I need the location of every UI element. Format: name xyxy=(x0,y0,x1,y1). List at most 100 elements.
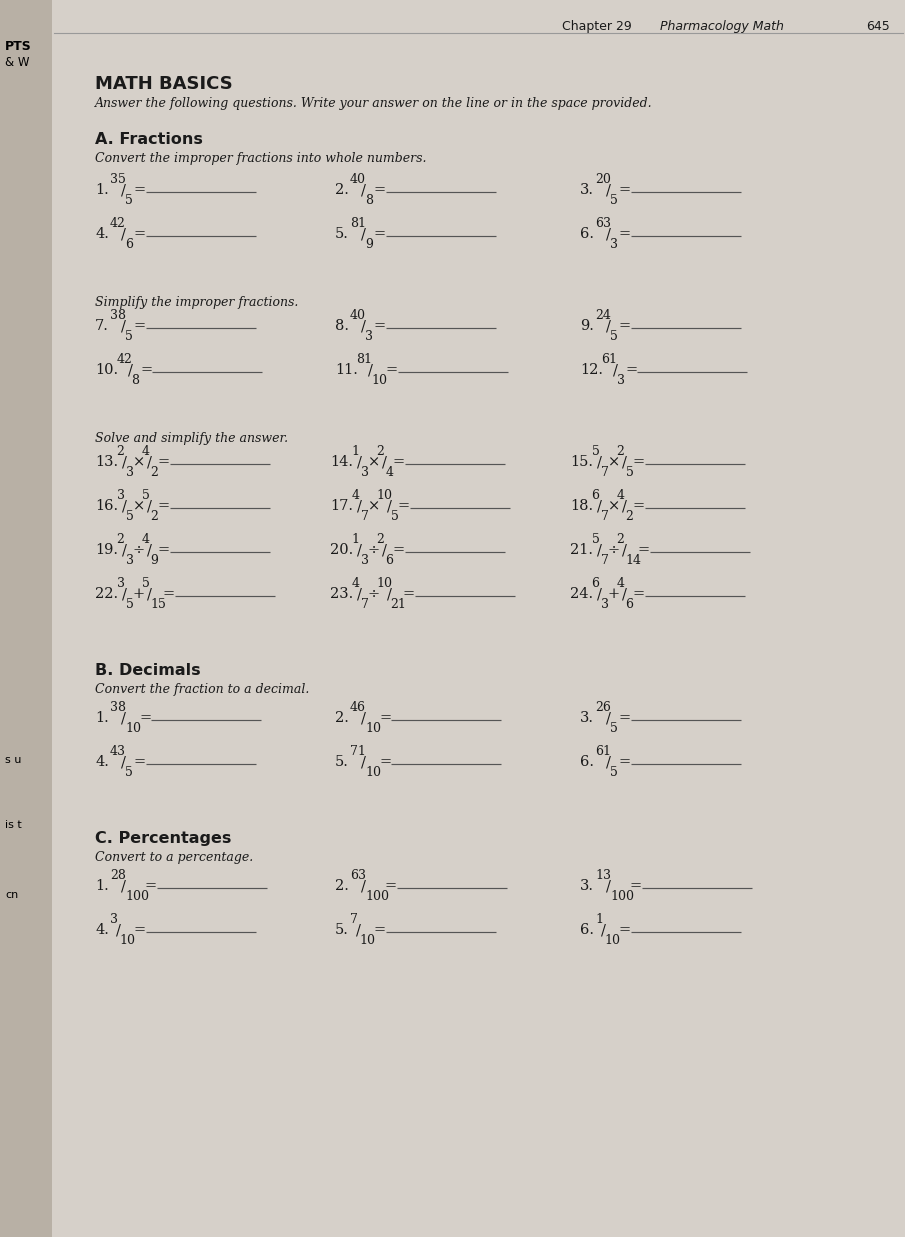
Text: 10: 10 xyxy=(119,934,136,948)
Text: MATH BASICS: MATH BASICS xyxy=(95,75,233,93)
Text: 6: 6 xyxy=(592,576,599,590)
Text: /: / xyxy=(386,499,391,513)
Text: 4: 4 xyxy=(141,533,149,546)
Text: is t: is t xyxy=(5,820,22,830)
Text: 28: 28 xyxy=(110,870,126,882)
Text: 2: 2 xyxy=(117,533,124,546)
Text: /: / xyxy=(361,228,366,241)
Text: 20.: 20. xyxy=(330,543,353,557)
Text: 46: 46 xyxy=(350,701,366,714)
Text: =: = xyxy=(618,711,631,725)
Text: /: / xyxy=(147,455,151,469)
Text: 5: 5 xyxy=(610,194,618,207)
Text: C. Percentages: C. Percentages xyxy=(95,831,232,846)
FancyBboxPatch shape xyxy=(0,0,52,1237)
Text: Answer the following questions. Write your answer on the line or in the space pr: Answer the following questions. Write yo… xyxy=(95,96,653,110)
Text: =: = xyxy=(633,588,644,601)
Text: 645: 645 xyxy=(866,20,890,33)
Text: /: / xyxy=(121,711,126,725)
Text: 2: 2 xyxy=(117,445,124,458)
Text: 3.: 3. xyxy=(580,183,594,197)
Text: Convert the fraction to a decimal.: Convert the fraction to a decimal. xyxy=(95,683,310,696)
Text: 2.: 2. xyxy=(335,880,348,893)
Text: =: = xyxy=(140,362,152,377)
Text: =: = xyxy=(618,228,631,241)
Text: 42: 42 xyxy=(117,353,132,366)
Text: =: = xyxy=(139,711,151,725)
Text: =: = xyxy=(618,319,631,333)
Text: 1: 1 xyxy=(351,533,359,546)
Text: 2.: 2. xyxy=(335,711,348,725)
Text: 38: 38 xyxy=(110,701,126,714)
Text: 5: 5 xyxy=(141,489,149,502)
Text: 21: 21 xyxy=(390,597,406,611)
Text: 26: 26 xyxy=(595,701,611,714)
Text: /: / xyxy=(367,362,372,377)
Text: B. Decimals: B. Decimals xyxy=(95,663,201,678)
Text: =: = xyxy=(403,588,414,601)
Text: 4: 4 xyxy=(616,576,624,590)
Text: 71: 71 xyxy=(350,745,366,758)
Text: 63: 63 xyxy=(350,870,366,882)
Text: 61: 61 xyxy=(595,745,611,758)
Text: 5: 5 xyxy=(141,576,149,590)
Text: 10: 10 xyxy=(605,934,621,948)
Text: 5: 5 xyxy=(625,466,633,479)
Text: /: / xyxy=(596,588,602,601)
Text: =: = xyxy=(625,362,637,377)
Text: ÷: ÷ xyxy=(132,543,145,557)
Text: 6: 6 xyxy=(386,554,394,567)
Text: 63: 63 xyxy=(595,216,611,230)
Text: /: / xyxy=(361,183,366,197)
Text: 3: 3 xyxy=(360,554,368,567)
Text: =: = xyxy=(374,228,386,241)
Text: /: / xyxy=(121,588,127,601)
Text: /: / xyxy=(147,543,151,557)
Text: 38: 38 xyxy=(110,309,126,322)
Text: 8: 8 xyxy=(365,194,373,207)
Text: 20: 20 xyxy=(595,173,611,186)
Text: 18.: 18. xyxy=(570,499,593,513)
Text: 3: 3 xyxy=(126,466,134,479)
Text: /: / xyxy=(622,543,626,557)
Text: ×: × xyxy=(607,499,620,513)
Text: 10: 10 xyxy=(371,374,387,387)
Text: 2: 2 xyxy=(376,533,385,546)
Text: 40: 40 xyxy=(350,173,366,186)
Text: 12.: 12. xyxy=(580,362,603,377)
Text: =: = xyxy=(134,923,146,936)
Text: 3: 3 xyxy=(117,576,125,590)
Text: 9: 9 xyxy=(365,238,373,251)
Text: =: = xyxy=(374,319,386,333)
Text: /: / xyxy=(147,588,151,601)
Text: 14.: 14. xyxy=(330,455,353,469)
Text: 100: 100 xyxy=(610,889,634,903)
Text: /: / xyxy=(357,543,361,557)
Text: =: = xyxy=(134,319,146,333)
Text: /: / xyxy=(382,543,386,557)
Text: 6.: 6. xyxy=(580,755,594,769)
Text: 3: 3 xyxy=(610,238,618,251)
Text: 7: 7 xyxy=(601,466,608,479)
Text: =: = xyxy=(379,755,391,769)
Text: +: + xyxy=(132,588,145,601)
Text: 1: 1 xyxy=(351,445,359,458)
Text: 7: 7 xyxy=(350,913,357,927)
Text: /: / xyxy=(361,755,366,769)
Text: 1.: 1. xyxy=(95,880,109,893)
Text: /: / xyxy=(361,711,366,725)
Text: 5: 5 xyxy=(610,766,618,779)
Text: 8.: 8. xyxy=(335,319,349,333)
Text: 2.: 2. xyxy=(335,183,348,197)
Text: =: = xyxy=(374,183,386,197)
Text: 5.: 5. xyxy=(335,923,348,936)
Text: 4: 4 xyxy=(351,576,359,590)
Text: /: / xyxy=(121,880,126,893)
Text: 3: 3 xyxy=(360,466,368,479)
Text: =: = xyxy=(393,543,405,557)
Text: 2: 2 xyxy=(616,533,624,546)
Text: 81: 81 xyxy=(350,216,366,230)
Text: /: / xyxy=(606,319,611,333)
Text: 5: 5 xyxy=(390,510,398,523)
Text: 3: 3 xyxy=(365,330,373,343)
